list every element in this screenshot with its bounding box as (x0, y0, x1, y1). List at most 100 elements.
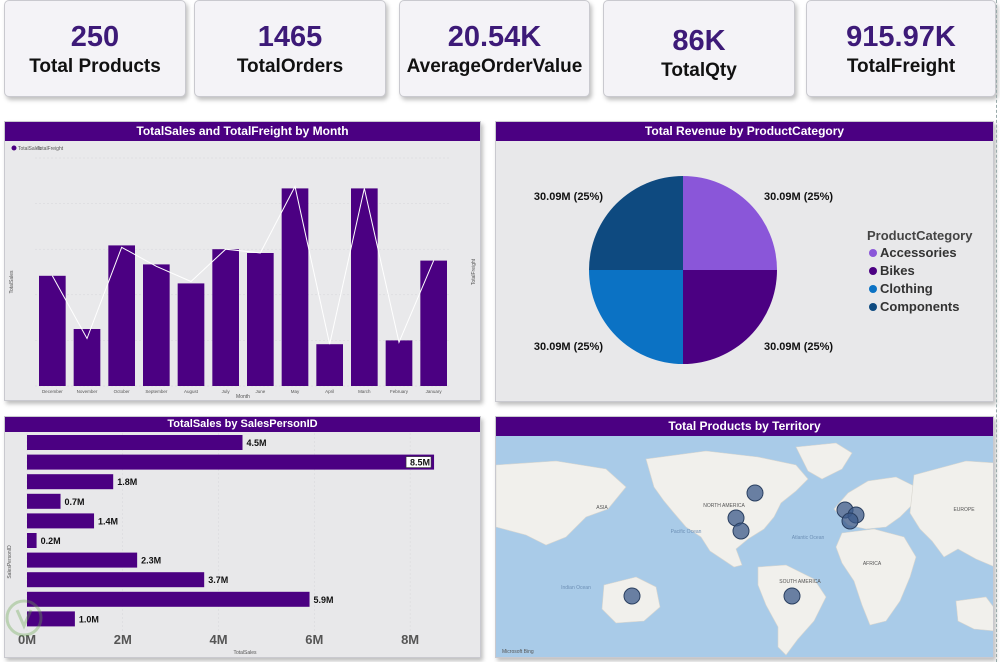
territory-bubble[interactable] (732, 522, 750, 540)
panel-title: TotalSales by SalesPersonID (5, 417, 480, 432)
legend-dot (869, 285, 877, 293)
salesperson-bar[interactable] (27, 552, 138, 568)
month-tick-label: June (255, 389, 265, 394)
panel-sales-freight-by-month[interactable]: TotalSales and TotalFreight by Month Tot… (4, 121, 481, 401)
month-tick-label: April (325, 389, 334, 394)
month-bar[interactable] (281, 188, 309, 386)
kpi-value: 86K (672, 25, 726, 57)
month-tick-label: March (358, 389, 371, 394)
salesperson-bar[interactable] (27, 533, 37, 548)
month-chart: TotalSales TotalFreight Month TotalSales… (5, 141, 480, 400)
bar-data-label: 1.4M (98, 516, 118, 526)
x-tick-label: 6M (305, 632, 323, 647)
x-tick-label: 0M (18, 632, 36, 647)
salesperson-bar[interactable] (27, 591, 310, 607)
map-label: SOUTH AMERICA (779, 579, 821, 585)
month-bar[interactable] (212, 249, 239, 386)
salesperson-bar[interactable] (27, 513, 95, 529)
salesperson-bar[interactable] (27, 454, 435, 470)
legend-dot (869, 303, 877, 311)
kpi-value: 915.97K (846, 21, 956, 53)
pie-data-label: 30.09M (25%) (534, 191, 603, 203)
legend-label-totalsales: TotalSales (18, 146, 42, 152)
kpi-label: TotalFreight (846, 56, 956, 77)
kpi-card-total-orders[interactable]: 1465 TotalOrders (194, 0, 386, 97)
month-bar[interactable] (351, 188, 378, 386)
legend-dot-totalsales (11, 145, 17, 151)
pie-legend-title: ProductCategory (867, 228, 973, 243)
territory-bubble[interactable] (746, 484, 764, 502)
panel-products-by-territory[interactable]: Total Products by Territory NORTH AMERIC… (495, 416, 994, 658)
land-greenland (795, 442, 853, 480)
territory-bubble[interactable] (841, 512, 859, 530)
month-bar[interactable] (385, 340, 413, 386)
map-label: AFRICA (863, 561, 882, 567)
panel-title: Total Products by Territory (496, 417, 993, 436)
month-bar[interactable] (420, 260, 447, 386)
legend-item[interactable]: Accessories (880, 245, 957, 260)
world-map[interactable]: NORTH AMERICA SOUTH AMERICA AFRICA ASIA … (496, 417, 994, 658)
kpi-label: TotalQty (661, 60, 737, 81)
bar-data-label: 5.9M (314, 595, 334, 605)
kpi-card-total-products[interactable]: 250 Total Products (4, 0, 186, 97)
bar-data-label: 8.5M (410, 458, 430, 468)
pie-slice-accessories[interactable] (683, 176, 777, 270)
x-tick-label: 2M (114, 632, 132, 647)
salesperson-bar-chart: 4.5M 8.5M 1.8M 0.7M 1.4M 0.2M 2.3M 3.7M 5.9M 1.0M… (7, 433, 435, 656)
kpi-value: 250 (70, 21, 120, 53)
map-label: EUROPE (953, 507, 975, 513)
month-tick-label: July (222, 389, 231, 394)
month-bar[interactable] (316, 344, 343, 386)
canvas-edge (996, 0, 997, 662)
month-tick-label: October (114, 389, 131, 394)
legend-dot (869, 249, 877, 257)
land-north-america (645, 450, 809, 568)
legend-item[interactable]: Bikes (880, 263, 915, 278)
pie-slice-components[interactable] (589, 176, 683, 270)
territory-bubble[interactable] (623, 587, 641, 605)
salesperson-bar[interactable] (27, 611, 75, 627)
y-axis-title: TotalSales (9, 270, 15, 294)
pie-data-label: 30.09M (25%) (764, 341, 833, 353)
x-axis-title: TotalSales (233, 650, 257, 656)
land-africa (835, 528, 917, 626)
month-bar[interactable] (108, 245, 135, 386)
map-attribution: Microsoft Bing (502, 649, 534, 655)
pie-data-label: 30.09M (25%) (764, 191, 833, 203)
kpi-label: TotalOrders (236, 56, 344, 77)
salesperson-bar[interactable] (27, 474, 114, 490)
month-bar[interactable] (247, 253, 274, 386)
land-australia (955, 596, 993, 632)
totalfreight-line (51, 185, 435, 345)
legend-dot (869, 267, 877, 275)
month-tick-label: September (145, 389, 168, 394)
pie-slice-bikes[interactable] (683, 270, 777, 364)
kpi-card-total-freight[interactable]: 915.97K TotalFreight (806, 0, 996, 97)
legend-item[interactable]: Clothing (880, 281, 933, 296)
bar-data-label: 4.5M (247, 438, 267, 448)
map-label: NORTH AMERICA (703, 503, 745, 509)
month-tick-label: May (291, 389, 300, 394)
legend-item[interactable]: Components (880, 299, 959, 314)
panel-sales-by-salesperson[interactable]: TotalSales by SalesPersonID 4.5M 8.5M 1.8M… (4, 416, 481, 658)
month-tick-label: December (42, 389, 63, 394)
map-label: ASIA (596, 505, 608, 511)
pie-slice-clothing[interactable] (589, 270, 683, 364)
month-bar[interactable] (177, 283, 205, 386)
bar-data-label-box (405, 456, 432, 468)
salesperson-bar[interactable] (27, 572, 205, 588)
salesperson-bar[interactable] (27, 493, 61, 509)
land-south-america (757, 564, 827, 656)
territory-bubble[interactable] (783, 587, 801, 605)
kpi-card-total-qty[interactable]: 86K TotalQty (603, 0, 795, 97)
salesperson-bar[interactable] (27, 435, 243, 450)
bar-data-label: 0.7M (65, 497, 85, 507)
panel-revenue-by-category[interactable]: Total Revenue by ProductCategory 30.09M … (495, 121, 994, 402)
x-tick-label: 8M (401, 632, 419, 647)
y-axis-title: SalesPersonID (7, 545, 13, 579)
month-bar[interactable] (143, 264, 170, 386)
kpi-card-average-order-value[interactable]: 20.54K AverageOrderValue (399, 0, 590, 97)
month-bar[interactable] (39, 275, 66, 386)
bar-data-label: 1.0M (79, 614, 99, 624)
kpi-label: Total Products (29, 56, 161, 77)
